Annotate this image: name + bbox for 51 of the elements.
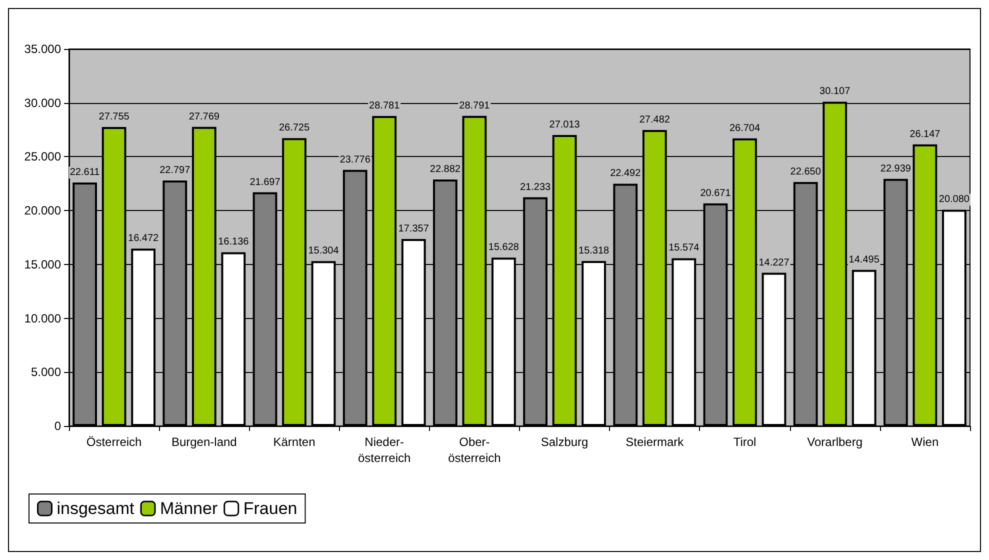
data-label: 26.147 — [910, 128, 941, 140]
data-label: 22.797 — [160, 164, 191, 176]
data-label: 22.882 — [430, 164, 461, 176]
data-label: 27.769 — [188, 111, 220, 122]
data-label: 14.227 — [758, 257, 790, 268]
data-label: 26.704 — [729, 122, 760, 134]
data-label: 14.495 — [848, 254, 880, 266]
data-label: 15.304 — [308, 246, 340, 257]
x-tick-label: Salzburg — [540, 435, 588, 449]
data-label: 23.776 — [340, 154, 371, 166]
data-label: 15.574 — [668, 242, 700, 254]
data-label: 27.482 — [639, 114, 670, 126]
data-label: 16.136 — [218, 236, 250, 248]
y-tick-label: 10.000 — [24, 311, 62, 326]
y-tick-label: 5.000 — [30, 365, 62, 380]
y-tick-label: 35.000 — [24, 42, 62, 56]
legend-label: insgesamt — [56, 499, 135, 518]
legend-label: Frauen — [243, 499, 298, 518]
x-tick-label: Ober- österreich — [448, 435, 501, 465]
data-label: 15.318 — [578, 246, 610, 257]
x-tick-label: Tirol — [733, 435, 756, 449]
data-label: 22.650 — [790, 166, 822, 178]
data-label: 22.939 — [880, 163, 912, 174]
x-tick-label: Steiermark — [626, 435, 685, 449]
x-tick-label: Burgen-land — [171, 435, 237, 449]
data-label: 21.697 — [250, 176, 281, 188]
data-label: 21.233 — [520, 182, 552, 193]
data-label: 27.755 — [98, 112, 130, 123]
data-label: 17.357 — [398, 224, 430, 235]
data-label: 27.013 — [549, 120, 580, 131]
x-tick-label: Nieder- österreich — [358, 435, 411, 465]
data-label: 20.671 — [700, 188, 732, 199]
x-tick-label: Wien — [911, 435, 939, 449]
x-tick-label: Kärnten — [273, 435, 316, 449]
data-label: 15.628 — [488, 242, 520, 254]
y-tick-label: 30.000 — [24, 96, 62, 110]
y-tick-label: 20.000 — [24, 204, 62, 218]
y-tick-label: 25.000 — [24, 150, 62, 164]
data-label: 16.472 — [128, 233, 160, 244]
x-tick-label: Österreich — [86, 435, 142, 449]
data-label: 22.611 — [70, 166, 100, 178]
legend-label: Männer — [160, 499, 218, 518]
data-label: 26.725 — [278, 122, 310, 134]
data-label: 28.781 — [369, 100, 400, 112]
x-tick-label: Vorarlberg — [807, 435, 863, 449]
data-label: 22.492 — [610, 168, 642, 180]
y-tick-label: 0 — [54, 419, 62, 433]
data-label: 28.791 — [459, 100, 490, 112]
y-tick-label: 15.000 — [24, 257, 62, 272]
data-label: 30.107 — [820, 86, 851, 98]
data-label: 20.080 — [938, 194, 970, 206]
